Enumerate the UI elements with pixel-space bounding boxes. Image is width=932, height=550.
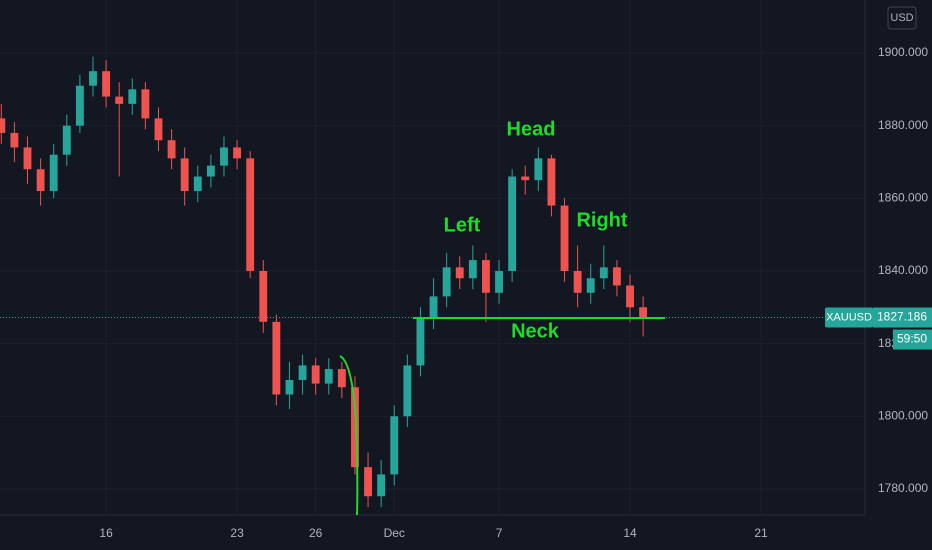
- candle-body: [62, 125, 71, 155]
- y-tick-label: 1840.000: [878, 263, 928, 277]
- candle-body: [560, 205, 569, 271]
- candle-body: [167, 140, 176, 159]
- candle-body: [573, 270, 582, 293]
- drawn-curve: [339, 355, 359, 515]
- candle-body: [180, 158, 189, 192]
- candle-body: [495, 270, 503, 293]
- currency-label[interactable]: USD: [890, 12, 913, 24]
- annotation: Right: [576, 209, 627, 231]
- candle-body: [586, 278, 595, 293]
- candle-body: [482, 260, 490, 293]
- candle-body: [285, 379, 294, 395]
- countdown-label: 59:50: [897, 332, 927, 346]
- candle-body: [141, 89, 150, 119]
- candle-body: [246, 158, 255, 271]
- candle-body: [206, 165, 215, 177]
- x-tick-label: 23: [230, 526, 244, 540]
- candle-body: [259, 270, 268, 322]
- candle-body: [298, 365, 307, 380]
- candle-body: [193, 176, 202, 192]
- currency-button[interactable]: [887, 6, 917, 30]
- candle-body: [10, 132, 19, 148]
- candle-body: [128, 89, 137, 104]
- candle-body: [390, 416, 399, 475]
- y-tick-label: 1860.000: [878, 190, 928, 204]
- annotation: Head: [507, 118, 556, 140]
- candle-body: [534, 158, 543, 181]
- symbol-badge: [825, 307, 873, 328]
- candle-body: [364, 467, 372, 497]
- candle-body: [36, 169, 45, 192]
- y-tick-label: 1900.000: [878, 45, 928, 59]
- x-tick-label: 21: [754, 526, 768, 540]
- candle-body: [377, 474, 386, 497]
- annotation: Neck: [511, 320, 560, 342]
- candle-body: [639, 307, 648, 318]
- x-tick-label: 14: [623, 526, 637, 540]
- candle-body: [115, 96, 124, 104]
- candle-body: [337, 369, 346, 388]
- x-tick-label: Dec: [384, 526, 405, 540]
- candle-body: [89, 71, 97, 86]
- candle-body: [49, 154, 58, 192]
- candle-body: [599, 267, 608, 279]
- candle-body: [455, 267, 464, 279]
- candle-body: [220, 147, 228, 166]
- countdown-badge: [893, 329, 932, 350]
- y-tick-label: 1880.000: [878, 118, 928, 132]
- candle-body: [0, 118, 6, 133]
- x-tick-label: 16: [99, 526, 113, 540]
- candle-body: [442, 267, 451, 297]
- candle-body: [508, 176, 517, 271]
- candle-body: [612, 267, 621, 286]
- candle-body: [403, 365, 412, 417]
- candle-body: [324, 369, 333, 384]
- y-tick-label: 1800.000: [878, 408, 928, 422]
- symbol-label: XAUUSD: [826, 311, 872, 323]
- x-tick-label: 7: [496, 526, 503, 540]
- candle-body: [429, 296, 438, 319]
- candle-body: [521, 176, 530, 181]
- candle-body: [547, 158, 556, 206]
- candle-body: [311, 365, 320, 384]
- candle-body: [102, 71, 111, 97]
- annotation: Left: [444, 214, 481, 236]
- price-badge: [873, 307, 932, 328]
- candle-body: [351, 387, 359, 468]
- candle-body: [233, 147, 242, 159]
- x-tick-label: 26: [309, 526, 323, 540]
- candle-body: [626, 285, 634, 308]
- candle-body: [154, 118, 163, 141]
- last-price-label: 1827.186: [877, 310, 927, 324]
- candle-body: [272, 321, 281, 395]
- candle-body: [75, 85, 84, 126]
- candle-body: [416, 318, 425, 366]
- y-tick-label: 1780.000: [878, 481, 928, 495]
- candle-body: [23, 147, 32, 170]
- candle-body: [468, 260, 477, 279]
